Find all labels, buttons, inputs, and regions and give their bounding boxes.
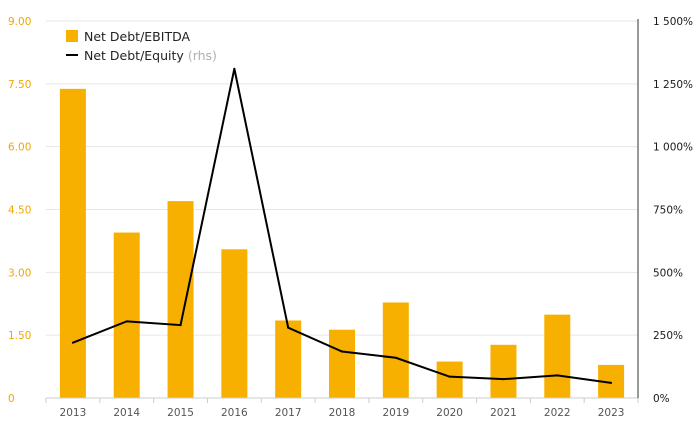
- y-right-tick-label: 1 500%: [653, 16, 693, 28]
- x-tick-label: 2014: [113, 407, 140, 419]
- bar-series: [59, 88, 625, 399]
- y-right-tick-label: 500%: [653, 267, 683, 279]
- bar: [275, 320, 302, 398]
- line-point: [71, 341, 74, 344]
- line-series: [71, 67, 613, 384]
- y-left-tick-label: 7.50: [8, 79, 31, 91]
- y-left-tick-label: 0: [8, 393, 15, 405]
- line-point: [287, 326, 290, 329]
- legend: Net Debt/EBITDA Net Debt/Equity (rhs): [66, 29, 217, 63]
- legend-label-net-debt-equity: Net Debt/Equity (rhs): [84, 48, 217, 63]
- y-left-tick-label: 1.50: [8, 330, 31, 342]
- legend-label-net-debt-equity-main: Net Debt/Equity: [84, 48, 184, 63]
- x-tick-label: 2023: [598, 407, 625, 419]
- bar: [436, 361, 463, 398]
- legend-label-rhs: (rhs): [188, 48, 217, 63]
- x-tick-label: 2020: [436, 407, 463, 419]
- x-tick-label: 2016: [221, 407, 248, 419]
- bar: [59, 88, 86, 399]
- bar: [329, 329, 355, 398]
- legend-label-net-debt-ebitda: Net Debt/EBITDA: [84, 29, 190, 44]
- y-right-tick-label: 1 000%: [653, 142, 693, 154]
- bar: [167, 201, 194, 398]
- bar: [490, 344, 517, 398]
- x-tick-label: 2017: [275, 407, 302, 419]
- line-point: [233, 67, 236, 70]
- gridlines: [46, 20, 638, 336]
- line-point: [394, 356, 397, 359]
- y-left-tick-label: 9.00: [8, 16, 31, 28]
- x-tick-label: 2018: [329, 407, 356, 419]
- line-point: [502, 378, 505, 381]
- line-point: [610, 381, 613, 384]
- y-left-tick-label: 3.00: [8, 267, 31, 279]
- line-point: [125, 320, 128, 323]
- y-right-tick-label: 1 250%: [653, 79, 693, 91]
- bar: [544, 314, 571, 398]
- y-left-tick-label: 6.00: [8, 142, 31, 154]
- x-tick-label: 2019: [382, 407, 409, 419]
- line-point: [179, 324, 182, 327]
- line-point: [556, 374, 559, 377]
- x-tick-label: 2021: [490, 407, 517, 419]
- y-right-tick-label: 750%: [653, 205, 683, 217]
- y-right-tick-label: 0%: [653, 393, 670, 405]
- line-point: [448, 375, 451, 378]
- y-left-tick-label: 4.50: [8, 205, 31, 217]
- bar: [113, 232, 140, 398]
- line-point: [341, 350, 343, 353]
- bar: [221, 249, 248, 398]
- x-tick-label: 2015: [167, 407, 194, 419]
- bar: [382, 302, 409, 398]
- x-tick-label: 2013: [60, 407, 87, 419]
- x-tick-label: 2022: [544, 407, 571, 419]
- legend-swatch-net-debt-ebitda: [66, 30, 78, 42]
- y-right-tick-label: 250%: [653, 330, 683, 342]
- axes: 0 1.50 3.00 4.50 6.00 7.50 9.00 0% 250% 500% 750% 1…: [8, 16, 693, 419]
